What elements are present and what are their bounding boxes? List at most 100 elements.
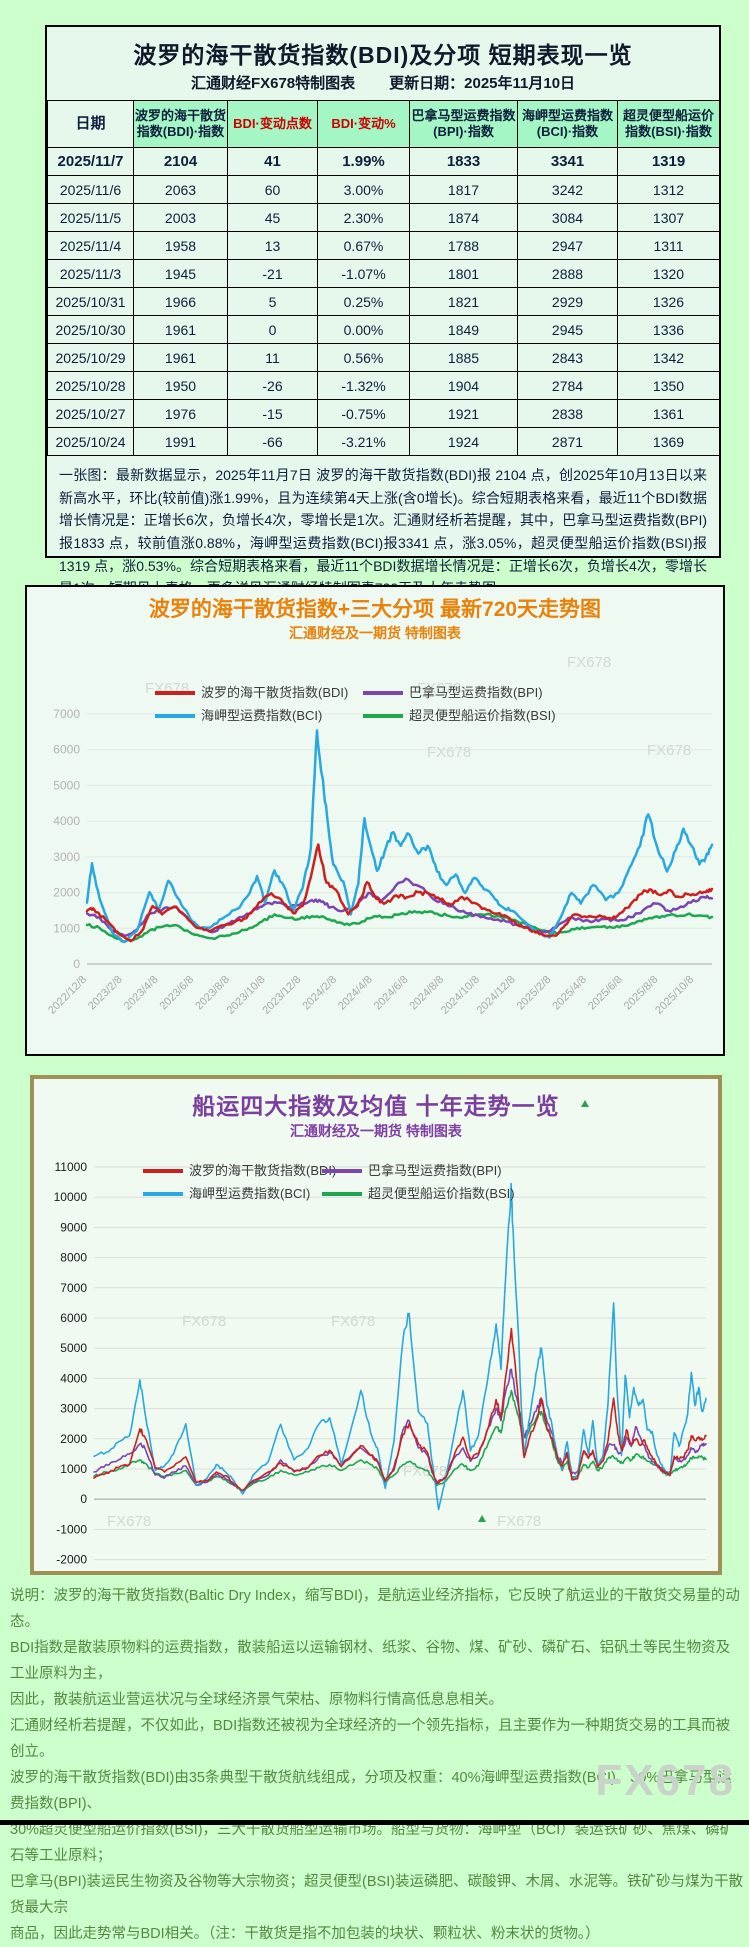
table-cell: 1817 bbox=[409, 175, 518, 204]
table-cell: 2025/11/4 bbox=[47, 231, 134, 260]
y-tick-label: 0 bbox=[73, 957, 80, 971]
table-cell: 1369 bbox=[617, 427, 720, 456]
x-tick-label: 2025/10/8 bbox=[653, 974, 696, 1017]
table-cell: 1950 bbox=[133, 371, 228, 400]
x-tick-label: 2022/12/8 bbox=[46, 974, 89, 1017]
y-tick-label: -1000 bbox=[56, 1522, 87, 1536]
table-cell: 1319 bbox=[617, 147, 720, 176]
table-cell: 1991 bbox=[133, 427, 228, 456]
table-cell: 1961 bbox=[133, 315, 228, 344]
table-cell: 2929 bbox=[517, 287, 618, 316]
bdi-data-table: 日期 波罗的海干散货指数(BDI)·指数 BDI·变动点数 BDI·变动% 巴拿马型运费… bbox=[47, 100, 720, 456]
table-row: 2025/10/30 1961 0 0.00% 1849 2945 1336 bbox=[47, 315, 720, 344]
table-subtitle: 汇通财经FX678特制图表 更新日期：2025年11月10日 bbox=[47, 72, 719, 93]
table-cell: 13 bbox=[227, 231, 318, 260]
x-tick-label: 2023/4/8 bbox=[122, 974, 161, 1013]
table-cell: 41 bbox=[227, 147, 318, 176]
legend-label: 超灵便型船运价指数(BSI) bbox=[409, 708, 556, 723]
x-tick-label: 2025/2/8 bbox=[515, 974, 554, 1013]
legend-label: 巴拿马型运费指数(BPI) bbox=[368, 1163, 502, 1178]
y-tick-label: 4000 bbox=[53, 814, 80, 828]
table-cell: 2871 bbox=[517, 427, 618, 456]
y-tick-label: 5000 bbox=[60, 1341, 87, 1355]
x-tick-label: 2024/4/8 bbox=[336, 974, 375, 1013]
column-header: 日期 bbox=[47, 100, 134, 148]
table-cell: 1336 bbox=[617, 315, 720, 344]
x-tick-label: 2023/2/8 bbox=[86, 974, 125, 1013]
column-header: 波罗的海干散货指数(BDI)·指数 bbox=[133, 100, 228, 148]
y-tick-label: 1000 bbox=[60, 1462, 87, 1476]
x-tick-label: 2025/4/8 bbox=[550, 974, 589, 1013]
x-tick-label: 2024/2/8 bbox=[300, 974, 339, 1013]
footer-line: 波罗的海干散货指数(BDI)由35条典型干散货航线组成，分项及权重：40%海岬型… bbox=[10, 1770, 732, 1812]
chart-720d-panel: 波罗的海干散货指数+三大分项 最新720天走势图 汇通财经及一期货 特制图表 0… bbox=[25, 585, 725, 1056]
fx678-watermark: FX678 bbox=[595, 1756, 735, 1805]
footer-line: BDI指数是散装原物料的运费指数，散装船运以运输钢材、纸浆、谷物、煤、矿砂、磷矿… bbox=[10, 1640, 731, 1682]
table-cell: 3242 bbox=[517, 175, 618, 204]
table-cell: 2.30% bbox=[317, 203, 410, 232]
table-cell: 2947 bbox=[517, 231, 618, 260]
table-cell: 2784 bbox=[517, 371, 618, 400]
y-tick-label: 11000 bbox=[55, 1160, 88, 1174]
series-line-2 bbox=[93, 1368, 707, 1492]
y-tick-label: 3000 bbox=[60, 1402, 87, 1416]
table-cell: -3.21% bbox=[317, 427, 410, 456]
table-cell: 1945 bbox=[133, 259, 228, 288]
table-cell: 2025/10/30 bbox=[47, 315, 134, 344]
y-tick-label: 6000 bbox=[53, 743, 80, 757]
y-tick-label: 7000 bbox=[60, 1281, 87, 1295]
y-tick-label: 4000 bbox=[60, 1371, 87, 1385]
table-row: 2025/10/31 1966 5 0.25% 1821 2929 1326 bbox=[47, 287, 720, 316]
chart-watermark: FX678 bbox=[427, 744, 471, 761]
table-cell: 0 bbox=[227, 315, 318, 344]
y-tick-label: 2000 bbox=[53, 886, 80, 900]
table-cell: 1921 bbox=[409, 399, 518, 428]
legend-label: 波罗的海干散货指数(BDI) bbox=[189, 1163, 336, 1178]
table-cell: 1958 bbox=[133, 231, 228, 260]
column-header: 巴拿马型运费指数(BPI)·指数 bbox=[409, 100, 518, 148]
chart-720d-subtitle: 汇通财经及一期货 特制图表 bbox=[289, 625, 461, 641]
table-cell: 1961 bbox=[133, 343, 228, 372]
table-cell: 2843 bbox=[517, 343, 618, 372]
table-cell: -1.07% bbox=[317, 259, 410, 288]
column-header: 海岬型运费指数(BCI)·指数 bbox=[517, 100, 618, 148]
series-line-4 bbox=[85, 843, 714, 943]
table-cell: 1361 bbox=[617, 399, 720, 428]
table-cell: 1342 bbox=[617, 343, 720, 372]
table-title: 波罗的海干散货指数(BDI)及分项 短期表现一览 bbox=[133, 42, 633, 68]
y-tick-label: 9000 bbox=[60, 1220, 87, 1234]
footer-line: 商品，因此走势常与BDI相关。（注：干散货是指不加包装的块状、颗粒状、粉末状的货… bbox=[10, 1926, 600, 1942]
table-row: 2025/11/7 2104 41 1.99% 1833 3341 1319 bbox=[47, 147, 720, 176]
legend-label: 海岬型运费指数(BCI) bbox=[189, 1186, 310, 1201]
table-cell: 3084 bbox=[517, 203, 618, 232]
chart-watermark: FX678 bbox=[497, 1513, 541, 1530]
column-header: BDI·变动点数 bbox=[227, 100, 318, 148]
table-cell: 2063 bbox=[133, 175, 228, 204]
table-summary-text: 一张图：最新数据显示，2025年11月7日 波罗的海干散货指数(BDI)报 21… bbox=[59, 467, 707, 596]
table-cell: 1849 bbox=[409, 315, 518, 344]
table-cell: 60 bbox=[227, 175, 318, 204]
x-tick-label: 2025/6/8 bbox=[586, 974, 625, 1013]
table-cell: 2003 bbox=[133, 203, 228, 232]
table-cell: 2025/11/5 bbox=[47, 203, 134, 232]
table-row: 2025/11/4 1958 13 0.67% 1788 2947 1311 bbox=[47, 231, 720, 260]
table-cell: 1885 bbox=[409, 343, 518, 372]
chart-720d-plot: 010002000300040005000600070002022/12/820… bbox=[46, 654, 714, 1017]
marker-triangle-icon bbox=[478, 1515, 486, 1522]
table-cell: 2025/10/24 bbox=[47, 427, 134, 456]
footer-line: 因此，散装航运业营运状况与全球经济景气荣枯、原物料行情高低息息相关。 bbox=[10, 1692, 503, 1708]
chart-10y-subtitle: 汇通财经及一期货 特制图表 bbox=[290, 1123, 462, 1139]
table-cell: 2104 bbox=[133, 147, 228, 176]
table-cell: 0.67% bbox=[317, 231, 410, 260]
table-row: 2025/10/29 1961 11 0.56% 1885 2843 1342 bbox=[47, 343, 720, 372]
footer-line: 说明：波罗的海干散货指数(Baltic Dry Index，缩写BDI)，是航运… bbox=[10, 1588, 740, 1630]
y-tick-label: 10000 bbox=[54, 1190, 88, 1204]
table-cell: -21 bbox=[227, 259, 318, 288]
table-cell: 0.25% bbox=[317, 287, 410, 316]
y-tick-label: 5000 bbox=[53, 778, 80, 792]
table-row: 2025/10/24 1991 -66 -3.21% 1924 2871 1369 bbox=[47, 427, 720, 456]
legend-label: 波罗的海干散货指数(BDI) bbox=[201, 685, 348, 700]
chart-10y-plot: -2000 -1000 0 1000 2000 3000 4000 5000 6000 7000 8… bbox=[54, 1160, 707, 1565]
table-cell: 1924 bbox=[409, 427, 518, 456]
y-tick-label: 6000 bbox=[60, 1311, 87, 1325]
